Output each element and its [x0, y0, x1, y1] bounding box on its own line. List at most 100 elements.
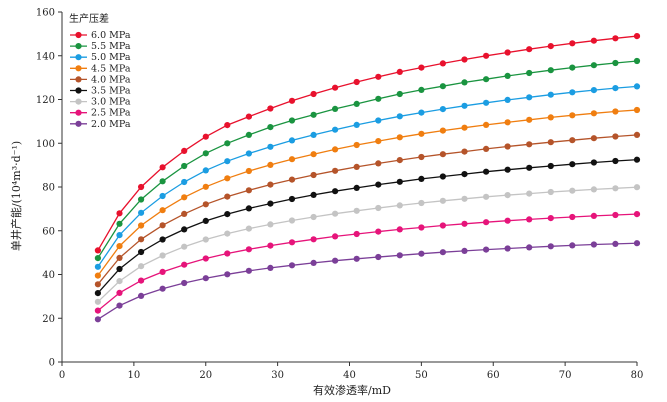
data-point — [224, 122, 231, 129]
data-point — [202, 183, 209, 190]
y-tick-label: 100 — [36, 139, 55, 150]
data-point — [590, 186, 598, 193]
y-tick-label: 20 — [42, 314, 55, 325]
data-point — [569, 213, 576, 221]
data-point — [138, 209, 145, 216]
data-point — [332, 210, 339, 217]
data-point — [94, 298, 101, 305]
data-point — [267, 161, 274, 168]
data-point — [547, 188, 554, 196]
data-point — [612, 240, 619, 247]
data-point — [245, 187, 252, 194]
series-line — [97, 213, 638, 312]
data-point — [267, 264, 274, 271]
legend-marker — [75, 54, 82, 61]
data-point — [332, 146, 339, 153]
data-point — [418, 153, 425, 161]
legend-label: 5.0 MPa — [91, 52, 131, 63]
data-point — [94, 263, 101, 270]
data-point — [504, 72, 511, 79]
data-point — [612, 35, 619, 42]
series-line — [97, 109, 638, 276]
data-point — [547, 91, 554, 98]
legend-label: 4.5 MPa — [91, 63, 131, 74]
data-point — [590, 135, 598, 142]
data-point — [138, 277, 145, 284]
data-point — [633, 240, 641, 247]
data-point — [159, 222, 166, 229]
data-point — [310, 90, 317, 98]
data-point — [224, 140, 231, 147]
data-point — [504, 143, 511, 150]
data-point — [590, 62, 598, 69]
data-point — [418, 130, 425, 137]
data-point — [224, 193, 231, 200]
data-point — [418, 250, 425, 257]
data-point — [332, 233, 339, 240]
data-point — [181, 261, 188, 268]
data-point — [439, 222, 446, 229]
data-point — [569, 112, 576, 119]
data-point — [116, 220, 123, 227]
data-point — [526, 94, 533, 101]
data-point — [375, 228, 382, 235]
data-point — [612, 185, 619, 192]
data-point — [612, 157, 619, 165]
data-point — [504, 166, 511, 173]
data-point — [461, 124, 468, 131]
data-point — [633, 57, 641, 65]
data-point — [504, 96, 511, 103]
data-point — [633, 156, 641, 163]
data-point — [353, 230, 360, 238]
legend-label: 6.0 MPa — [91, 30, 131, 41]
data-point — [138, 236, 145, 243]
x-tick-label: 80 — [631, 370, 644, 381]
x-tick-label: 60 — [487, 370, 500, 381]
data-point — [116, 254, 123, 261]
series-2-0-mpa — [94, 240, 641, 323]
data-point — [310, 111, 317, 118]
data-point — [439, 151, 446, 158]
data-point — [396, 252, 403, 259]
data-point — [245, 267, 252, 274]
data-point — [590, 159, 598, 166]
data-point — [590, 87, 598, 94]
data-point — [245, 150, 252, 157]
data-point — [418, 64, 425, 71]
data-point — [332, 105, 339, 112]
legend-marker — [75, 87, 82, 94]
data-point — [181, 210, 188, 217]
y-tick-label: 40 — [42, 270, 55, 281]
data-point — [526, 46, 533, 53]
data-point — [224, 175, 231, 182]
x-tick-label: 40 — [343, 370, 356, 381]
data-point — [332, 257, 339, 264]
data-point — [353, 121, 360, 128]
data-point — [224, 158, 231, 165]
data-point — [181, 279, 188, 287]
data-point — [116, 265, 123, 273]
y-tick-label: 60 — [42, 226, 55, 237]
data-point — [245, 113, 252, 120]
data-point — [288, 217, 296, 224]
legend-label: 2.0 MPa — [91, 119, 131, 130]
data-point — [547, 162, 554, 170]
data-point — [116, 232, 123, 239]
legend-marker — [75, 109, 82, 116]
data-point — [310, 151, 317, 158]
data-point — [353, 184, 360, 191]
data-point — [439, 197, 446, 204]
data-point — [138, 196, 145, 203]
legend-marker — [75, 65, 82, 72]
data-point — [590, 110, 598, 117]
data-point — [633, 83, 641, 90]
data-point — [267, 181, 274, 188]
data-point — [310, 131, 317, 138]
legend-label: 2.5 MPa — [91, 108, 131, 119]
data-point — [267, 124, 274, 131]
series-2-5-mpa — [94, 211, 641, 314]
data-point — [159, 178, 166, 185]
data-point — [483, 52, 490, 59]
